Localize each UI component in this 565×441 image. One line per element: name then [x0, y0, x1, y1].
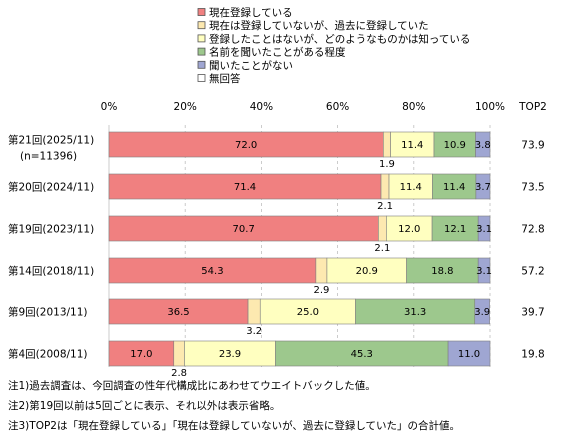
- data-label: 3.8: [475, 140, 491, 151]
- legend-label-6: 無回答: [209, 72, 241, 85]
- bar-segment-5-5: [474, 298, 490, 325]
- category-label-2: 第20回(2024/11): [8, 181, 94, 194]
- data-label: 11.0: [458, 349, 480, 360]
- bar-segment-3-1: [108, 215, 379, 242]
- bar-segment-2-1: [108, 173, 382, 200]
- bar-segment-5-4: [355, 298, 476, 325]
- legend-swatch-1: [197, 8, 206, 16]
- bar-segment-5-1: [108, 298, 249, 325]
- data-label: 11.4: [443, 182, 465, 193]
- bar-segment-2-4: [432, 173, 477, 200]
- bar-segment-6-3: [184, 340, 276, 367]
- bar-segment-4-1: [108, 257, 317, 284]
- data-label: 45.3: [351, 349, 373, 360]
- data-label: 18.8: [431, 266, 453, 277]
- data-label: 2.1: [374, 243, 390, 254]
- category-label-5: 第9回(2013/11): [8, 306, 88, 319]
- data-label: 3.1: [476, 266, 492, 277]
- category-label-4: 第14回(2018/11): [8, 265, 94, 278]
- note-2: 注2)第19回以前は5回ごとに表示、それ以外は表示省略。: [8, 400, 281, 412]
- bar-segment-3-3: [386, 215, 433, 242]
- category-sublabel-1: (n=11396): [20, 151, 77, 163]
- data-label: 12.0: [398, 224, 420, 235]
- bar-segment-2-5: [475, 173, 491, 200]
- note-1: 注1)過去調査は、今回調査の性年代構成比にあわせてウエイトバックした値。: [8, 380, 376, 392]
- data-label: 2.8: [171, 368, 187, 379]
- data-label: 3.7: [475, 182, 491, 193]
- bar-segment-2-2: [380, 173, 390, 200]
- data-label: 3.9: [474, 307, 490, 318]
- note-3: 注3)TOP2は「現在登録している」「現在は登録していないが、過去に登録していた…: [8, 420, 461, 432]
- top2-value-1: 73.9: [521, 140, 544, 152]
- data-label: 31.3: [404, 307, 426, 318]
- legend-label-4: 名前を聞いたことがある程度: [209, 46, 346, 59]
- data-label: 12.1: [444, 224, 466, 235]
- data-label: 1.9: [379, 159, 395, 170]
- bar-segment-5-2: [247, 298, 261, 325]
- data-label: 11.4: [401, 140, 423, 151]
- data-label: 70.7: [233, 224, 255, 235]
- x-tick-label: 100%: [475, 101, 505, 113]
- data-label: 20.9: [356, 266, 378, 277]
- category-label-3: 第19回(2023/11): [8, 223, 94, 236]
- legend-swatch-3: [197, 34, 206, 43]
- bar-segment-6-5: [447, 340, 491, 367]
- bar-segment-1-2: [383, 131, 391, 158]
- x-tick-label: 20%: [174, 101, 197, 113]
- x-tick-label: 60%: [326, 101, 349, 113]
- bar-segment-4-5: [477, 257, 491, 284]
- bar-segment-1-3: [390, 131, 435, 158]
- bar-segment-2-3: [388, 173, 433, 200]
- legend-swatch-4: [197, 47, 206, 56]
- bar-segment-1-4: [433, 131, 476, 158]
- data-label: 10.9: [444, 140, 466, 151]
- bar-segment-5-3: [259, 298, 356, 325]
- data-label: 36.5: [167, 307, 189, 318]
- data-label: 2.9: [313, 285, 329, 296]
- legend-label-2: 現在は登録していないが、過去に登録していた: [209, 19, 429, 32]
- bar-segment-3-2: [378, 215, 387, 242]
- legend-label-3: 登録したことはないが、どのようなものかは知っている: [209, 32, 470, 45]
- data-label: 3.2: [246, 326, 262, 337]
- legend-label-1: 現在登録している: [209, 6, 293, 19]
- data-label: 3.1: [476, 224, 492, 235]
- category-label-6: 第4回(2008/11): [8, 348, 88, 361]
- top2-header: TOP2: [518, 101, 547, 113]
- bar-segment-4-2: [315, 257, 328, 284]
- data-label: 71.4: [234, 182, 256, 193]
- data-label: 72.0: [235, 140, 257, 151]
- legend-swatch-2: [197, 21, 206, 30]
- bar-segment-6-4: [275, 340, 449, 367]
- top2-value-5: 39.7: [521, 307, 544, 319]
- legend-swatch-5: [197, 60, 206, 69]
- x-tick-label: 80%: [402, 101, 425, 113]
- top2-value-3: 72.8: [521, 224, 544, 236]
- x-tick-label: 0%: [101, 101, 118, 113]
- data-label: 23.9: [219, 349, 241, 360]
- data-label: 2.1: [377, 201, 393, 212]
- top2-value-6: 19.8: [521, 349, 544, 361]
- bar-segment-4-4: [406, 257, 479, 284]
- data-label: 17.0: [130, 349, 152, 360]
- bar-segment-4-3: [326, 257, 407, 284]
- bar-segment-1-1: [108, 131, 384, 158]
- top2-value-4: 57.2: [521, 266, 544, 278]
- bar-segment-3-5: [477, 215, 491, 242]
- legend-label-5: 聞いたことがない: [209, 59, 293, 72]
- bar-segment-6-2: [173, 340, 185, 367]
- data-label: 11.4: [400, 182, 422, 193]
- category-label-1: 第21回(2025/11): [8, 134, 94, 147]
- bar-segment-1-5: [475, 131, 491, 158]
- legend-swatch-6: [197, 74, 206, 82]
- data-label: 25.0: [297, 307, 319, 318]
- x-tick-label: 40%: [250, 101, 273, 113]
- top2-value-2: 73.5: [521, 182, 544, 194]
- data-label: 54.3: [201, 266, 223, 277]
